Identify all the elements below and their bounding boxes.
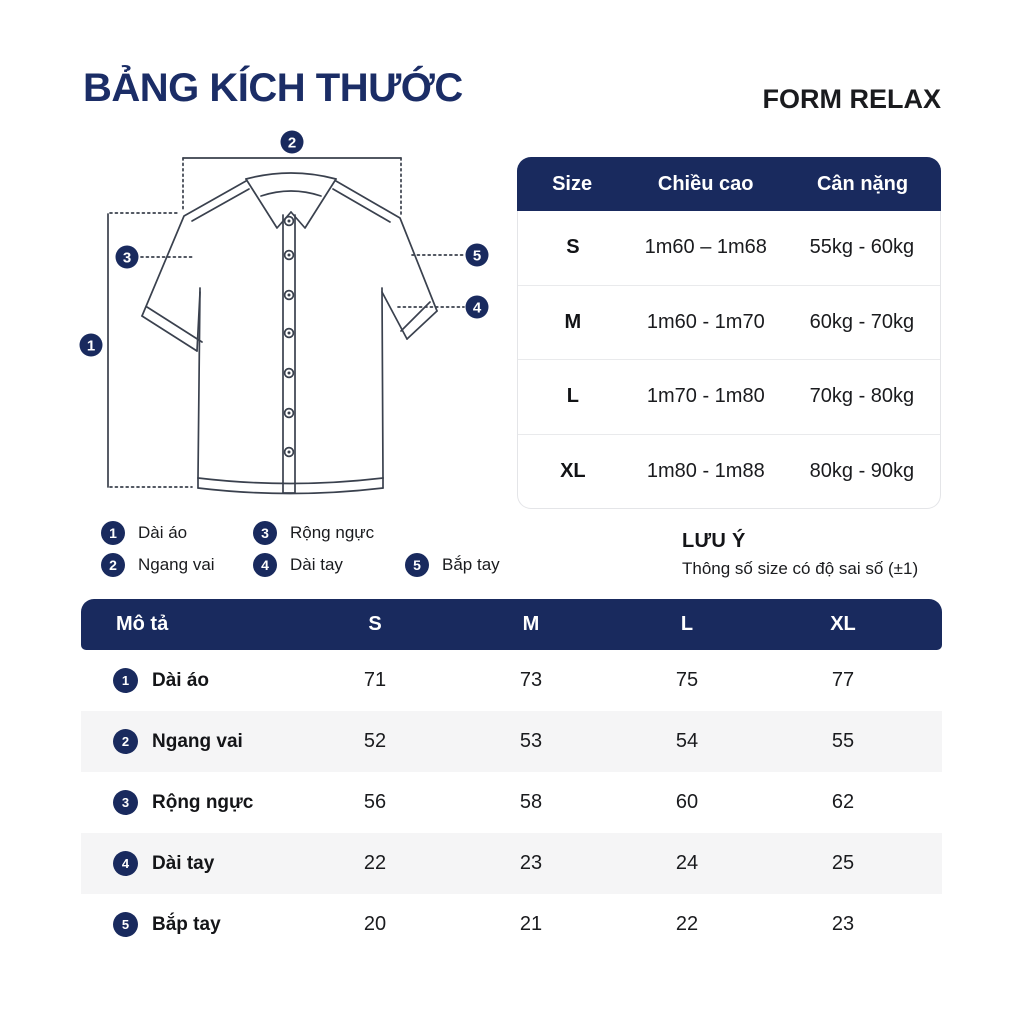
callout-5-number: 5 [473, 248, 481, 265]
measurement-row-ngang-vai: 2 Ngang vai 52 53 54 55 [81, 711, 942, 772]
measurement-table: Mô tả S M L XL 1 Dài áo 71 73 75 77 2 Ng… [81, 599, 942, 955]
size-value: L [566, 385, 579, 408]
size-value: S [566, 236, 580, 259]
legend-item-bap-tay: 5 Bắp tay [405, 553, 500, 577]
legend-4-label: Dài tay [290, 555, 343, 574]
measure-header-m: M [522, 613, 540, 635]
weight-range: 70kg - 80kg [809, 385, 915, 408]
measurement-row-dai-tay: 4 Dài tay 22 23 24 25 [81, 833, 942, 894]
measure-5-label: Bắp tay [152, 913, 221, 935]
legend-item-dai-ao: 1 Dài áo [101, 521, 187, 545]
measure-1-label: Dài áo [152, 669, 210, 691]
measurement-row-bap-tay: 5 Bắp tay 20 21 22 23 [81, 894, 942, 955]
measure-3-label: Rộng ngực [152, 791, 254, 813]
legend-2-badge: 2 [101, 553, 125, 577]
form-relax-label: FORM RELAX [762, 84, 942, 114]
measure-value: 53 [519, 730, 543, 752]
height-range: 1m80 - 1m88 [646, 459, 765, 482]
measure-value: 73 [519, 669, 543, 691]
measure-value: 24 [675, 852, 699, 874]
size-table-header: Size Chiều cao Cân nặng [517, 157, 941, 211]
size-table-row-l: L 1m70 - 1m80 70kg - 80kg [518, 359, 940, 434]
size-table-header-height: Chiều cao [657, 172, 754, 195]
measure-value: 56 [363, 791, 387, 813]
weight-range: 60kg - 70kg [809, 310, 915, 333]
page-title: BẢNG KÍCH THƯỚC [83, 66, 463, 110]
measure-value: 77 [831, 669, 855, 691]
callout-2-number: 2 [288, 135, 296, 152]
shirt-diagram: 2 1 3 5 4 [79, 130, 489, 495]
callout-4-number: 4 [473, 300, 482, 317]
legend-item-rong-nguc: 3 Rộng ngực [253, 521, 374, 545]
callout-1-badge [79, 333, 103, 357]
legend-3-badge: 3 [253, 521, 277, 545]
height-range: 1m70 - 1m80 [646, 385, 765, 408]
measure-value: 20 [363, 913, 387, 935]
measure-header-mo-ta: Mô tả [116, 613, 169, 635]
size-value: XL [560, 459, 586, 482]
legend-3-label: Rộng ngực [290, 523, 375, 542]
size-table-row-s: S 1m60 – 1m68 55kg - 60kg [518, 211, 940, 285]
measurement-row-dai-ao: 1 Dài áo 71 73 75 77 [81, 650, 942, 711]
legend-item-dai-tay: 4 Dài tay [253, 553, 343, 577]
measure-value: 23 [519, 852, 543, 874]
measure-value: 55 [831, 730, 855, 752]
weight-range: 80kg - 90kg [809, 459, 915, 482]
legend-item-ngang-vai: 2 Ngang vai [101, 553, 215, 577]
size-table-row-m: M 1m60 - 1m70 60kg - 70kg [518, 284, 940, 360]
measure-value: 23 [831, 913, 855, 935]
legend-2-label: Ngang vai [138, 555, 215, 574]
legend-5-label: Bắp tay [442, 555, 500, 574]
measure-header-s: S [368, 613, 382, 635]
note-text: Thông số size có độ sai số (±1) [682, 559, 919, 578]
measure-2-label: Ngang vai [152, 730, 243, 752]
callout-5-badge [465, 243, 489, 267]
shirt-outline [141, 172, 438, 495]
size-table-header-size: Size [552, 172, 593, 195]
size-table-header-weight: Cân nặng [816, 172, 909, 195]
callout-2-badge [280, 130, 304, 154]
measure-value: 21 [519, 913, 543, 935]
measure-value: 60 [675, 791, 699, 813]
measurement-row-rong-nguc: 3 Rộng ngực 56 58 60 62 [81, 772, 942, 833]
measure-value: 52 [363, 730, 387, 752]
legend-1-label: Dài áo [138, 523, 188, 542]
measure-4-label: Dài tay [152, 852, 215, 874]
dimension-lines [107, 157, 465, 488]
measure-value: 62 [831, 791, 855, 813]
size-table-row-xl: XL 1m80 - 1m88 80kg - 90kg [518, 433, 940, 509]
measure-value: 54 [675, 730, 699, 752]
note-title: LƯU Ý [682, 530, 746, 552]
size-table-body: S 1m60 – 1m68 55kg - 60kg M 1m60 - 1m70 … [517, 211, 941, 509]
size-value: M [564, 310, 582, 333]
height-range: 1m60 - 1m70 [646, 310, 765, 333]
callout-1-number: 1 [87, 338, 95, 355]
measure-5-badge: 5 [113, 912, 138, 937]
measure-4-badge: 4 [113, 851, 138, 876]
measurement-table-header: Mô tả S M L XL [81, 599, 942, 650]
note-block: LƯU Ý Thông số size có độ sai số (±1) [682, 530, 918, 579]
height-range: 1m60 – 1m68 [644, 236, 767, 259]
measure-header-l: L [680, 613, 694, 635]
measure-2-badge: 2 [113, 729, 138, 754]
legend-4-badge: 4 [253, 553, 277, 577]
weight-range: 55kg - 60kg [809, 236, 915, 259]
legend-1-badge: 1 [101, 521, 125, 545]
measure-3-badge: 3 [113, 790, 138, 815]
callout-4-badge [465, 295, 489, 319]
size-table: Size Chiều cao Cân nặng S 1m60 – 1m68 55… [517, 157, 941, 509]
measure-value: 25 [831, 852, 855, 874]
measure-1-badge: 1 [113, 668, 138, 693]
shirt-buttons [283, 215, 295, 458]
measure-value: 58 [519, 791, 543, 813]
callout-3-badge [115, 245, 139, 269]
measure-value: 22 [675, 913, 699, 935]
legend-5-badge: 5 [405, 553, 429, 577]
callout-3-number: 3 [123, 250, 131, 267]
measure-value: 75 [675, 669, 699, 691]
measure-value: 71 [363, 669, 387, 691]
measure-header-xl: XL [830, 613, 856, 635]
measure-value: 22 [363, 852, 387, 874]
